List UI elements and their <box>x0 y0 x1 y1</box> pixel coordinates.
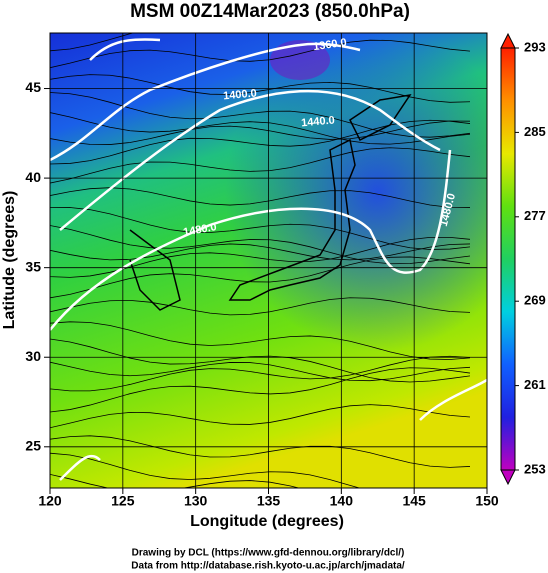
contour-label: 1480.0 <box>182 221 217 239</box>
contour-label: 1400.0 <box>223 87 258 102</box>
colorbar-body <box>500 47 516 471</box>
streamlines <box>50 33 471 488</box>
colorbar: 253 261 269 277 285 293 <box>500 32 546 486</box>
coastline-korea <box>129 229 181 311</box>
streamline <box>50 404 471 429</box>
streamline <box>50 338 471 383</box>
streamline <box>50 367 471 413</box>
x-tick-label: 150 <box>475 493 499 509</box>
colorbar-tick-label: 269 <box>524 293 546 308</box>
streamline <box>50 236 471 278</box>
y-tick-label: 40 <box>25 169 41 185</box>
colorbar-tick-label: 277 <box>524 208 546 223</box>
colorbar-tick-label: 293 <box>524 39 546 54</box>
contours <box>50 38 487 481</box>
colorbar-arrow-top <box>500 32 516 49</box>
streamline <box>50 355 471 392</box>
grid <box>50 33 487 488</box>
streamline <box>50 147 471 184</box>
streamline <box>50 120 471 145</box>
coastline-japan <box>228 138 356 301</box>
x-tick-label: 120 <box>38 493 62 509</box>
streamline <box>50 452 361 488</box>
streamline <box>50 39 471 69</box>
colorbar-tick-label: 253 <box>524 461 546 476</box>
streamline <box>50 473 301 488</box>
x-tick-label: 125 <box>111 493 135 509</box>
streamline <box>50 243 471 261</box>
colorbar-arrow-bottom <box>500 469 516 486</box>
streamline <box>50 119 471 165</box>
colorbar-tick-label: 261 <box>524 377 546 392</box>
streamline <box>50 33 135 52</box>
x-tick-label: 130 <box>184 493 208 509</box>
footer-line: Data from http://database.rish.kyoto-u.a… <box>131 561 405 572</box>
x-tick-label: 140 <box>330 493 354 509</box>
colorbar-tick-label: 285 <box>524 124 546 139</box>
axes: 120 125 130 135 140 145 150 25 30 35 40 45 <box>25 79 498 508</box>
y-axis-label: Latitude (degrees) <box>1 191 18 330</box>
streamline <box>50 225 471 265</box>
streamline <box>50 207 471 250</box>
coastline-hokkaido <box>349 93 412 142</box>
y-tick-label: 45 <box>25 79 41 95</box>
x-tick-label: 145 <box>402 493 426 509</box>
streamline <box>50 361 471 382</box>
streamline <box>50 74 471 103</box>
contour-label: 1360.0 <box>312 37 347 54</box>
y-tick-label: 30 <box>25 348 41 364</box>
y-tick-label: 35 <box>25 258 41 274</box>
title: MSM 00Z14Mar2023 (850.0hPa) <box>130 1 410 22</box>
x-axis-label: Longitude (degrees) <box>190 513 344 530</box>
y-tick-label: 25 <box>25 438 41 454</box>
streamline <box>50 297 471 316</box>
streamline <box>50 435 471 468</box>
footer-line: Drawing by DCL (https://www.gfd-dennou.o… <box>132 548 405 559</box>
streamline <box>50 187 471 208</box>
contour-label: 1440.0 <box>301 114 336 129</box>
x-tick-label: 135 <box>257 493 281 509</box>
streamline <box>50 321 471 360</box>
streamline <box>50 112 471 145</box>
streamline <box>50 92 471 138</box>
